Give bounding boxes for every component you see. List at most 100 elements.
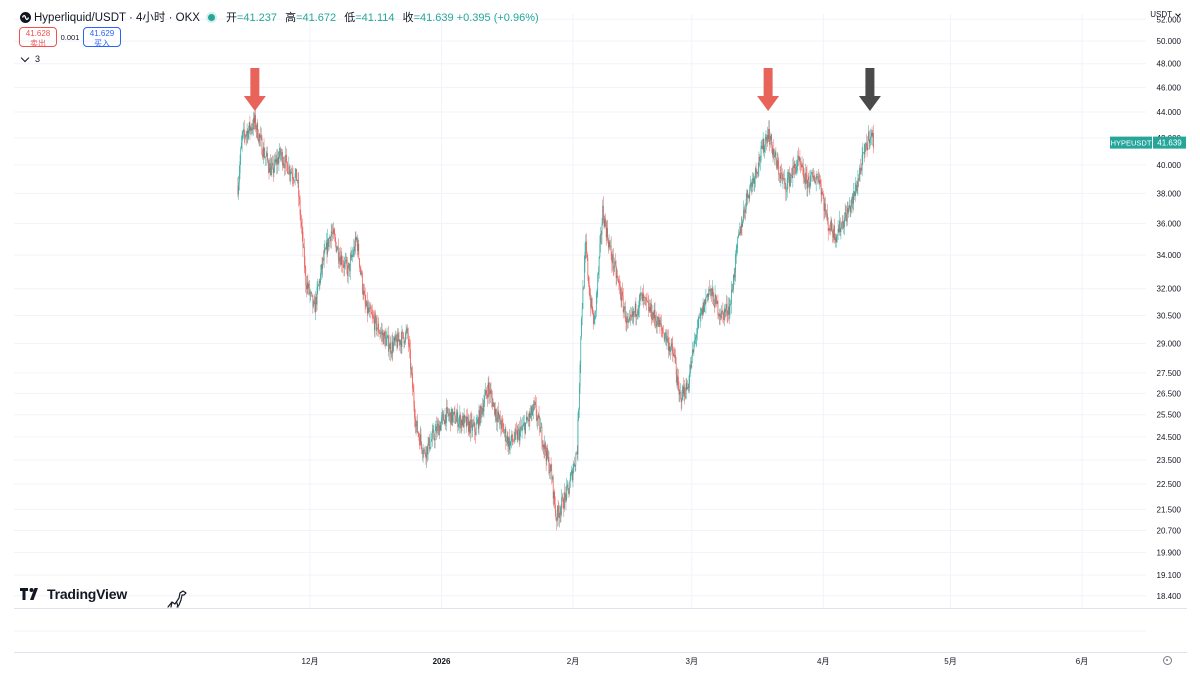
candle-body: [535, 405, 537, 417]
buy-button[interactable]: 41.629 买入: [83, 27, 121, 48]
candle: [729, 297, 731, 319]
market-status-icon[interactable]: [207, 13, 215, 21]
candle: [744, 204, 746, 220]
candle-body: [819, 179, 821, 184]
candle-body: [357, 244, 359, 252]
candle: [540, 418, 541, 433]
candle-body: [280, 154, 282, 156]
candle-body: [643, 294, 645, 298]
candle-body: [479, 410, 481, 424]
candle: [583, 285, 584, 291]
candle: [743, 207, 745, 218]
candle-body: [642, 294, 644, 302]
candle-body: [757, 172, 758, 174]
price-tick-label: 22.500: [1157, 480, 1182, 489]
candle: [586, 251, 588, 261]
sell-button[interactable]: 41.628 卖出: [19, 27, 57, 48]
candle-body: [638, 307, 640, 311]
candle-body: [774, 152, 776, 155]
candle: [767, 128, 769, 142]
candle: [263, 138, 265, 160]
candle-body: [641, 292, 643, 302]
candle-body: [241, 134, 243, 143]
candle-body: [315, 296, 317, 313]
candle: [320, 264, 321, 286]
candle: [866, 134, 867, 151]
candle: [772, 141, 773, 158]
candle-body: [422, 453, 424, 455]
candle-body: [419, 434, 421, 446]
candle-body: [743, 210, 745, 211]
candle-body: [426, 446, 427, 459]
candle: [436, 416, 437, 441]
indicators-toggle[interactable]: 3: [20, 53, 40, 64]
candle: [518, 423, 519, 441]
time-axis[interactable]: 12月 2026 2月 3月 4月 5月 6月: [302, 657, 1089, 666]
settings-gear-icon[interactable]: [1163, 656, 1172, 665]
candle: [437, 420, 439, 431]
candle: [347, 261, 349, 284]
candle: [297, 172, 299, 189]
candle-body: [441, 414, 443, 418]
candle: [726, 296, 728, 323]
candle-body: [762, 145, 763, 149]
candle-body: [441, 417, 442, 423]
candle-body: [649, 306, 651, 312]
currency-selector[interactable]: USDT: [1150, 10, 1181, 19]
candle: [321, 256, 323, 276]
candle-body: [483, 403, 485, 412]
candle: [383, 330, 384, 345]
candle: [728, 298, 730, 325]
candle: [268, 160, 270, 180]
candle: [436, 417, 438, 438]
candle-body: [302, 231, 304, 248]
candle-body: [760, 145, 762, 161]
candle-body: [471, 420, 473, 431]
candle: [391, 334, 393, 360]
candle: [719, 312, 721, 326]
price-axis[interactable]: 52.00050.00048.00046.00044.00042.00040.0…: [1157, 15, 1182, 600]
candle-body: [283, 163, 285, 165]
candle: [624, 302, 625, 319]
candle-body: [452, 414, 454, 422]
candle-body: [516, 430, 517, 432]
candle-body: [247, 130, 249, 139]
candle-body: [331, 231, 333, 233]
candle-body: [584, 252, 586, 264]
candle-body: [401, 331, 403, 347]
candle-body: [733, 275, 735, 278]
candle-body: [412, 373, 413, 389]
candle: [343, 256, 345, 277]
candle-body: [307, 282, 309, 289]
candle: [246, 123, 248, 143]
candle-body: [568, 488, 570, 494]
candle-body: [249, 122, 251, 131]
candle: [388, 325, 389, 357]
candle-body: [364, 290, 365, 295]
tradingview-logo[interactable]: TradingView: [20, 586, 127, 602]
candle: [370, 302, 372, 319]
candle-body: [775, 152, 777, 161]
candle: [389, 334, 391, 349]
candle: [429, 434, 430, 453]
candle: [617, 269, 618, 282]
candle: [266, 151, 268, 166]
candle: [417, 414, 418, 434]
candle-body: [428, 437, 430, 444]
candle: [511, 430, 512, 449]
candle: [692, 349, 694, 354]
candle: [769, 135, 771, 148]
candle: [822, 188, 823, 196]
candle-body: [518, 429, 519, 431]
candle-body: [501, 419, 502, 429]
candle: [788, 169, 789, 183]
candle: [707, 293, 709, 303]
candle: [299, 195, 301, 221]
candle-body: [419, 436, 420, 446]
candle: [698, 314, 700, 329]
candle: [673, 349, 675, 363]
candle: [330, 235, 331, 248]
candle: [305, 265, 307, 294]
symbol-title[interactable]: Hyperliquid/USDT · 4小时 · OKX: [34, 12, 200, 24]
